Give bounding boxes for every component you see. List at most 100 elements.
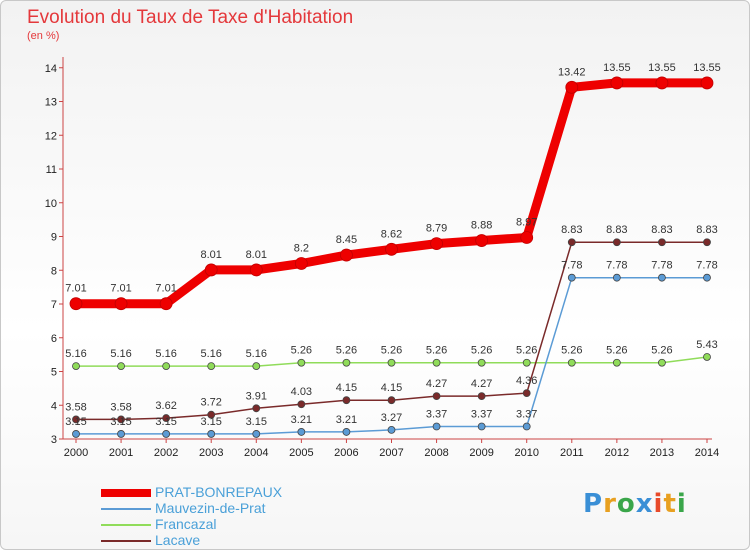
x-tick-label: 2007 [379, 447, 403, 459]
data-point [658, 273, 666, 282]
data-label: 7.78 [561, 260, 582, 272]
y-tick-label: 10 [45, 198, 57, 210]
data-point [297, 428, 306, 436]
data-label: 5.43 [696, 339, 717, 351]
data-label: 13.55 [603, 62, 631, 74]
data-point [387, 396, 396, 405]
data-label: 7.01 [110, 283, 131, 295]
y-tick-label: 13 [45, 97, 57, 109]
data-point [610, 76, 624, 90]
y-tick-label: 14 [45, 63, 57, 75]
axes [59, 57, 712, 443]
data-label: 8.62 [381, 228, 402, 240]
data-point [117, 430, 125, 438]
x-tick-label: 2011 [560, 447, 584, 459]
x-tick-label: 2004 [244, 447, 268, 459]
data-point [522, 422, 531, 431]
legend-swatch [101, 489, 151, 497]
y-tick-labels: 3 4 5 6 7 8 9 10 11 12 13 14 [45, 63, 57, 446]
chart-title: Evolution du Taux de Taxe d'Habitation [27, 7, 354, 28]
data-point [72, 415, 80, 424]
data-label: 4.27 [426, 378, 447, 390]
data-point [567, 273, 576, 282]
data-label: 3.62 [155, 400, 176, 412]
x-tick-label: 2006 [334, 447, 358, 459]
data-label: 3.37 [471, 409, 492, 421]
data-point [658, 238, 666, 247]
data-point [477, 392, 486, 401]
data-point [432, 392, 441, 401]
data-point [567, 358, 576, 367]
data-label: 3.58 [65, 401, 86, 413]
data-point [252, 430, 261, 438]
y-tick-label: 8 [51, 265, 57, 277]
data-point [207, 430, 216, 438]
data-label: 3.72 [201, 397, 222, 409]
data-point [430, 237, 443, 250]
y-tick-label: 4 [51, 400, 57, 412]
x-tick-label: 2008 [424, 447, 448, 459]
x-tick-label: 2013 [650, 447, 674, 459]
data-point [297, 358, 306, 367]
data-point [387, 358, 396, 367]
data-point [477, 358, 486, 367]
data-label: 5.26 [426, 345, 447, 357]
data-point [475, 234, 489, 247]
x-tick-label: 2009 [469, 447, 493, 459]
data-label: 3.15 [155, 416, 176, 428]
data-point [294, 257, 308, 270]
legend-swatch [101, 540, 151, 542]
data-label: 5.26 [336, 345, 357, 357]
data-label: 3.15 [110, 416, 131, 428]
data-point [703, 238, 711, 247]
data-label: 5.16 [65, 348, 86, 360]
data-point [72, 430, 80, 438]
data-point [612, 238, 621, 247]
data-point [162, 414, 171, 422]
series-points [69, 76, 714, 438]
x-tick-label: 2002 [154, 447, 178, 459]
legend-label: Lacave [155, 532, 201, 548]
x-tick-label: 2012 [605, 447, 629, 459]
data-point [252, 404, 261, 413]
data-point [207, 362, 216, 371]
data-label: 7.78 [696, 260, 717, 272]
data-label: 4.15 [336, 382, 357, 394]
data-point [162, 362, 171, 371]
data-label: 5.16 [155, 348, 176, 360]
data-label: 13.55 [648, 62, 676, 74]
data-label: 8.2 [294, 243, 309, 255]
x-tick-label: 2003 [199, 447, 223, 459]
data-label: 13.42 [558, 66, 586, 78]
data-point [342, 358, 351, 367]
x-tick-label: 2001 [109, 447, 133, 459]
x-tick-label: 2000 [64, 447, 88, 459]
data-label: 5.26 [516, 345, 537, 357]
data-point [655, 76, 669, 90]
data-label: 3.15 [65, 416, 86, 428]
data-label: 4.27 [471, 378, 492, 390]
legend-swatch [101, 524, 151, 526]
data-point [432, 358, 441, 367]
data-point [432, 422, 441, 431]
data-point [522, 358, 531, 367]
data-label: 8.83 [696, 224, 717, 236]
y-tick-label: 3 [51, 434, 57, 446]
data-point [477, 422, 486, 431]
proxiti-logo: Proxiti [583, 489, 687, 519]
data-label: 3.21 [291, 414, 312, 426]
x-tick-labels: 2000 2001 2002 2003 2004 2005 2006 2007 2008 2009… [64, 447, 719, 459]
data-label: 5.26 [381, 345, 402, 357]
data-point [612, 273, 621, 282]
legend-label: PRAT-BONREPAUX [155, 484, 283, 500]
data-label: 8.45 [336, 234, 357, 246]
data-label: 5.26 [561, 345, 582, 357]
data-point [159, 297, 173, 311]
data-point [162, 430, 171, 438]
data-point [342, 396, 351, 405]
x-tick-label: 2005 [289, 447, 313, 459]
data-point [117, 415, 125, 424]
data-labels: 7.01 7.01 7.01 8.01 8.01 8.2 8.45 8.62 8.79 8.88 8… [65, 62, 720, 428]
